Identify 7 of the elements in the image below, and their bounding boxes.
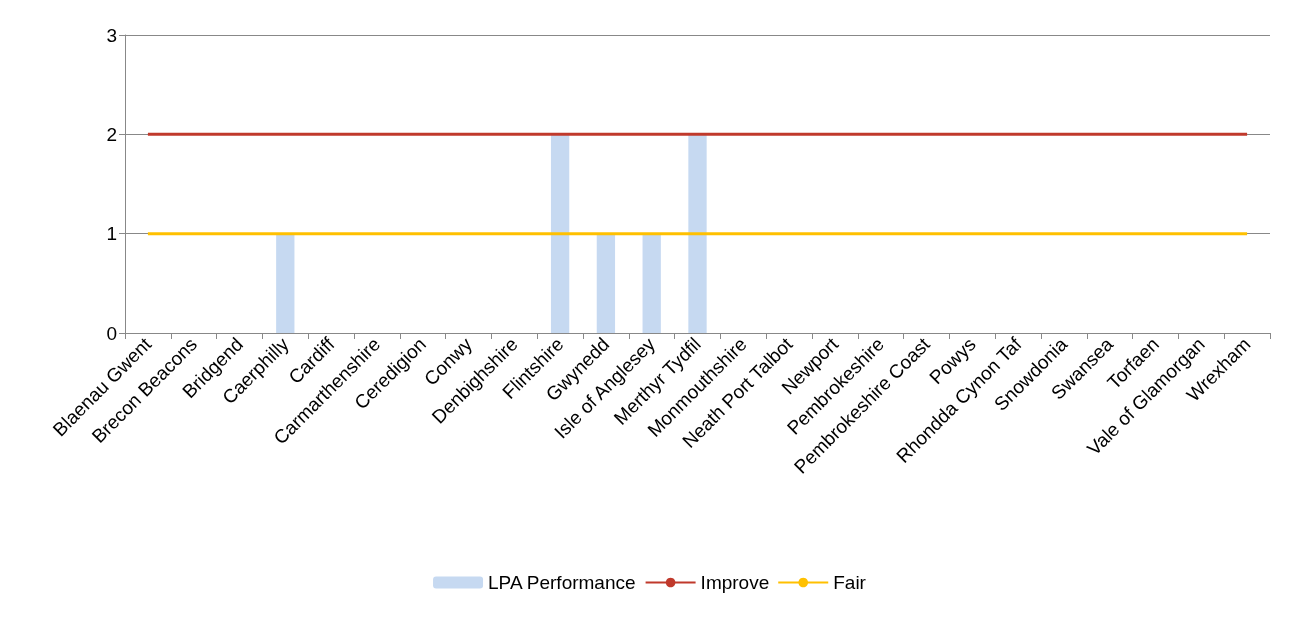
y-tick-label: 1 — [106, 223, 117, 245]
y-tick-label: 2 — [106, 123, 117, 145]
legend-label: Improve — [700, 572, 770, 593]
y-tick-label: 3 — [106, 24, 117, 46]
y-tick-label: 0 — [106, 322, 117, 344]
legend-label: Fair — [833, 572, 867, 593]
legend-label: LPA Performance — [488, 572, 636, 593]
